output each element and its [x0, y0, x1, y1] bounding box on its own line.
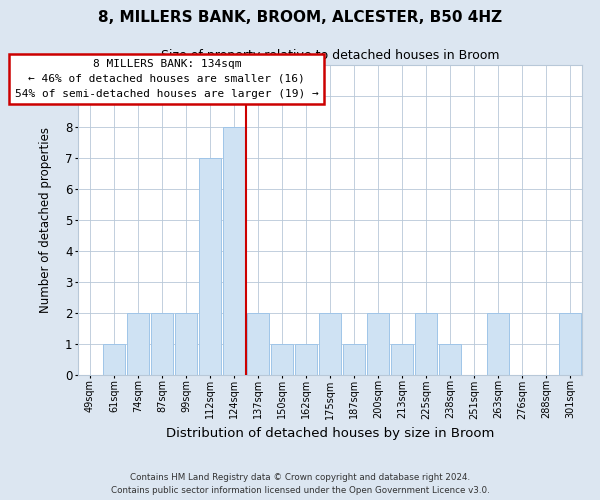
- Bar: [415, 313, 437, 375]
- Bar: [271, 344, 293, 375]
- Text: 8, MILLERS BANK, BROOM, ALCESTER, B50 4HZ: 8, MILLERS BANK, BROOM, ALCESTER, B50 4H…: [98, 10, 502, 25]
- X-axis label: Distribution of detached houses by size in Broom: Distribution of detached houses by size …: [166, 427, 494, 440]
- Bar: [151, 313, 173, 375]
- Bar: [487, 313, 509, 375]
- Bar: [343, 344, 365, 375]
- Bar: [175, 313, 197, 375]
- Bar: [199, 158, 221, 375]
- Text: 8 MILLERS BANK: 134sqm
← 46% of detached houses are smaller (16)
54% of semi-det: 8 MILLERS BANK: 134sqm ← 46% of detached…: [15, 59, 319, 99]
- Bar: [103, 344, 125, 375]
- Text: Contains HM Land Registry data © Crown copyright and database right 2024.
Contai: Contains HM Land Registry data © Crown c…: [110, 473, 490, 495]
- Y-axis label: Number of detached properties: Number of detached properties: [39, 127, 52, 313]
- Bar: [559, 313, 581, 375]
- Bar: [367, 313, 389, 375]
- Bar: [295, 344, 317, 375]
- Bar: [439, 344, 461, 375]
- Bar: [223, 127, 245, 375]
- Bar: [127, 313, 149, 375]
- Title: Size of property relative to detached houses in Broom: Size of property relative to detached ho…: [161, 50, 499, 62]
- Bar: [391, 344, 413, 375]
- Bar: [319, 313, 341, 375]
- Bar: [247, 313, 269, 375]
